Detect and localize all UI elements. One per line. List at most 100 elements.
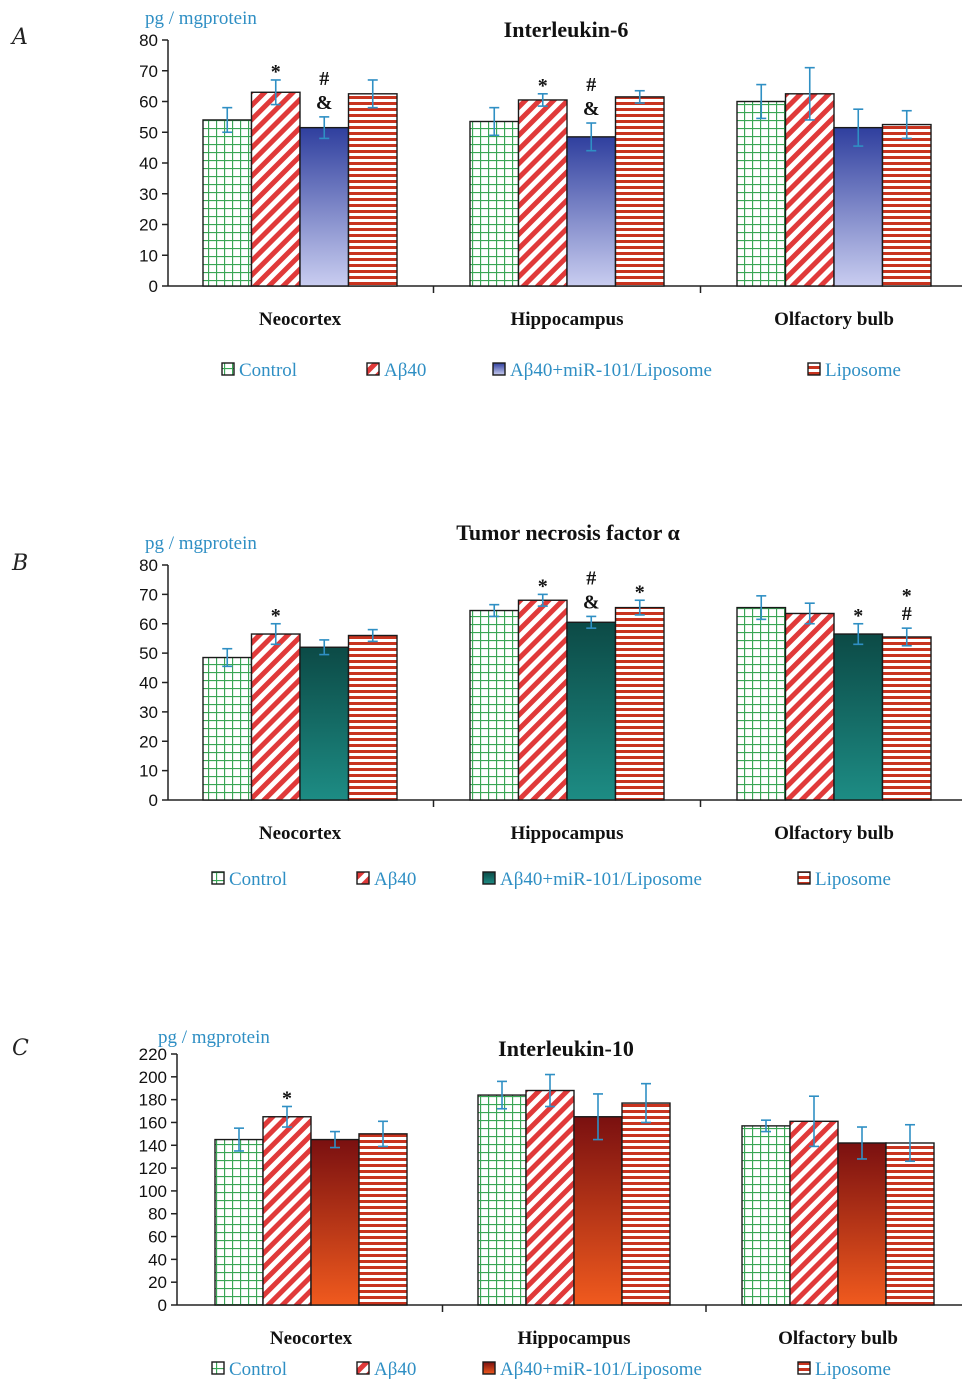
bar-b-1-0 [469, 609, 520, 801]
bar-a-0-3 [347, 93, 398, 287]
bar-a-1-3 [614, 96, 665, 287]
bar-a-0-0 [202, 119, 253, 287]
bar-b-2-2 [833, 633, 884, 801]
bar-b-2-0 [736, 606, 787, 801]
panel-letter: A [10, 25, 28, 50]
significance-mark: * [271, 605, 281, 627]
bar-c-1-3 [621, 1102, 671, 1306]
y-tick-label: 20 [148, 1273, 167, 1292]
y-tick-label: 120 [139, 1159, 167, 1178]
bar-c-0-1 [262, 1116, 312, 1306]
legend-label: Liposome [815, 1359, 891, 1380]
y-tick-label: 100 [139, 1182, 167, 1201]
y-tick-label: 80 [139, 556, 158, 575]
chart-title: Interleukin-6 [504, 17, 629, 42]
significance-mark: * [635, 581, 645, 603]
bar-c-0-0 [214, 1138, 264, 1306]
y-tick-label: 40 [148, 1250, 167, 1269]
legend-label: Control [229, 869, 287, 890]
y-tick-label: 40 [139, 674, 158, 693]
x-category-label: Olfactory bulb [778, 1328, 898, 1349]
bar-c-2-0 [741, 1125, 791, 1306]
y-tick-label: 60 [139, 93, 158, 112]
legend-label: Aβ40+miR-101/Liposome [500, 869, 702, 890]
x-category-label: Olfactory bulb [774, 823, 894, 844]
significance-mark: * [271, 61, 281, 83]
legend-swatch [492, 362, 506, 376]
legend-swatch [356, 871, 370, 885]
y-tick-label: 0 [158, 1296, 167, 1315]
y-tick-label: 50 [139, 123, 158, 142]
legend-swatch [797, 871, 811, 885]
bar-a-2-0 [736, 100, 787, 287]
bar-b-1-2 [566, 621, 617, 801]
legend-label: Control [229, 1359, 287, 1380]
legend-swatch [356, 1361, 370, 1375]
legend-label: Aβ40+miR-101/Liposome [510, 360, 712, 381]
y-tick-label: 20 [139, 216, 158, 235]
significance-mark: & [316, 92, 333, 114]
bar-c-1-2 [573, 1116, 623, 1306]
legend-label: Aβ40+miR-101/Liposome [500, 1359, 702, 1380]
x-category-label: Neocortex [270, 1328, 353, 1349]
legend-swatch [482, 871, 496, 885]
significance-mark: * [853, 605, 863, 627]
y-tick-label: 30 [139, 703, 158, 722]
x-category-label: Neocortex [259, 823, 342, 844]
y-tick-label: 140 [139, 1136, 167, 1155]
legend-swatch [807, 362, 821, 376]
bar-c-0-3 [358, 1133, 408, 1306]
significance-mark: # [586, 74, 596, 96]
bar-c-2-1 [789, 1120, 839, 1306]
y-tick-label: 10 [139, 762, 158, 781]
bar-c-2-2 [837, 1142, 887, 1306]
chart-title: Interleukin-10 [498, 1036, 634, 1061]
bar-a-2-2 [833, 126, 884, 287]
legend-label: Liposome [815, 869, 891, 890]
significance-mark: & [583, 591, 600, 613]
x-category-label: Neocortex [259, 309, 342, 330]
y-axis-unit: pg / mgprotein [145, 8, 257, 29]
significance-mark: * [282, 1087, 292, 1109]
bar-b-2-3 [881, 636, 932, 801]
legend-swatch [211, 1361, 225, 1375]
bar-a-2-3 [881, 123, 932, 287]
bar-b-0-1 [250, 633, 301, 801]
y-tick-label: 60 [148, 1228, 167, 1247]
bar-a-1-2 [566, 136, 617, 287]
bar-b-1-3 [614, 606, 665, 801]
legend-label: Liposome [825, 360, 901, 381]
x-category-label: Hippocampus [511, 309, 624, 330]
significance-mark: # [902, 603, 912, 625]
y-tick-label: 220 [139, 1045, 167, 1064]
x-category-label: Olfactory bulb [774, 309, 894, 330]
x-category-label: Hippocampus [518, 1328, 631, 1349]
y-tick-label: 20 [139, 732, 158, 751]
legend-swatch [482, 1361, 496, 1375]
bar-b-0-3 [347, 634, 398, 801]
y-tick-label: 70 [139, 585, 158, 604]
y-tick-label: 50 [139, 644, 158, 663]
significance-mark: # [319, 68, 329, 90]
bar-b-0-0 [202, 656, 253, 801]
legend-swatch [366, 362, 380, 376]
significance-mark: * [538, 75, 548, 97]
significance-mark: * [902, 585, 912, 607]
y-tick-label: 40 [139, 154, 158, 173]
y-tick-label: 180 [139, 1091, 167, 1110]
y-tick-label: 0 [149, 791, 158, 810]
x-category-label: Hippocampus [511, 823, 624, 844]
chart-panel-b: B Tumor necrosis factor α pg / mgprotein 0 1… [11, 520, 962, 890]
significance-mark: # [586, 567, 596, 589]
panel-letter: C [12, 1036, 29, 1061]
y-tick-label: 80 [148, 1205, 167, 1224]
legend-swatch [797, 1361, 811, 1375]
bar-a-1-0 [469, 120, 520, 287]
significance-mark: & [583, 98, 600, 120]
y-tick-label: 200 [139, 1068, 167, 1087]
legend-label: Control [239, 360, 297, 381]
chart-panel-a: A Interleukin-6 pg / mgprotein 0 10 20 30 40 50 6… [10, 8, 962, 381]
bar-a-1-1 [517, 99, 568, 287]
y-tick-label: 160 [139, 1113, 167, 1132]
